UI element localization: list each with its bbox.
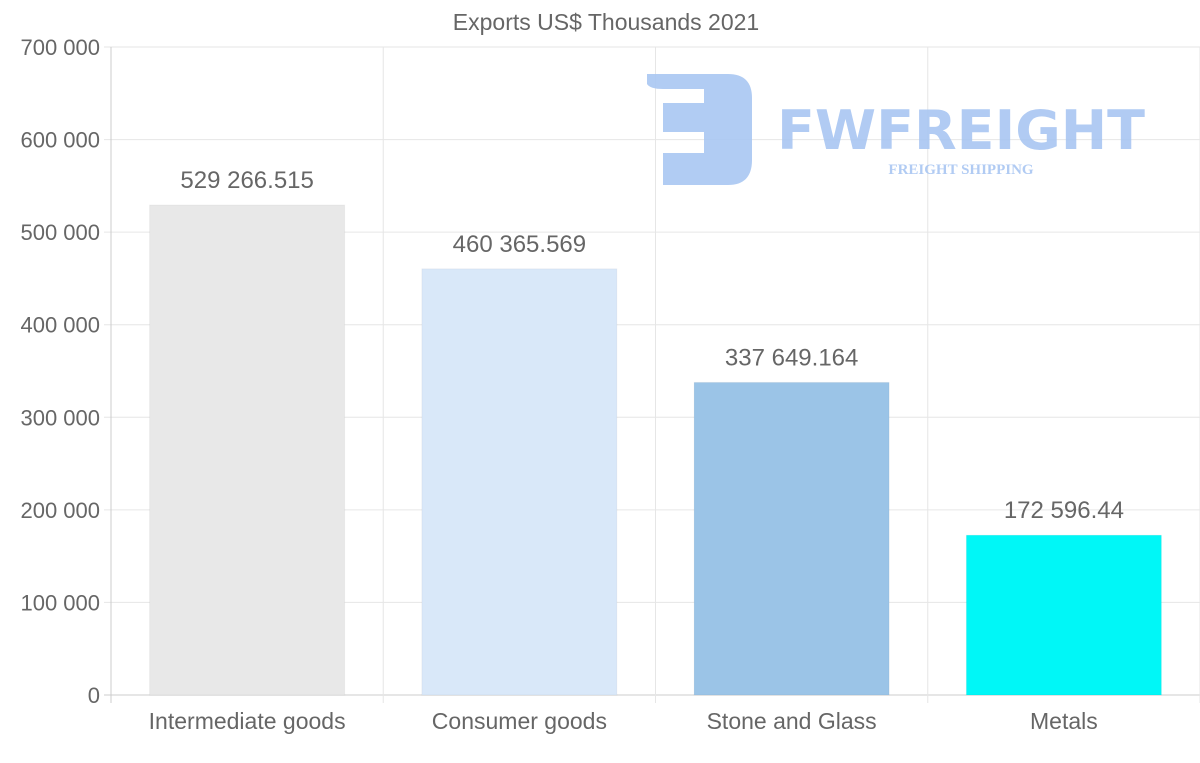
data-label: 172 596.44 bbox=[1004, 497, 1124, 524]
y-tick-label: 500 000 bbox=[20, 220, 100, 245]
bars bbox=[149, 204, 1162, 696]
watermark-name: FWFREIGHT bbox=[777, 99, 1145, 162]
y-tick-label: 700 000 bbox=[20, 35, 100, 60]
x-tick-label: Intermediate goods bbox=[149, 708, 346, 734]
bar-consumer-goods bbox=[421, 268, 618, 696]
y-tick-label: 200 000 bbox=[20, 498, 100, 523]
labels: 0 100 000 200 000 300 000 400 000 500 000 600 … bbox=[20, 35, 1123, 734]
chart-title: Exports US$ Thousands 2021 bbox=[453, 9, 759, 35]
data-label: 460 365.569 bbox=[453, 231, 586, 258]
x-tick-label: Consumer goods bbox=[432, 708, 607, 734]
data-label: 337 649.164 bbox=[725, 344, 858, 371]
bar-stone-and-glass bbox=[693, 381, 890, 696]
y-tick-label: 0 bbox=[88, 683, 100, 708]
y-tick-label: 300 000 bbox=[20, 405, 100, 430]
y-tick-label: 100 000 bbox=[20, 590, 100, 615]
bar-metals bbox=[965, 534, 1162, 696]
y-tick-label: 400 000 bbox=[20, 313, 100, 338]
x-tick-label: Metals bbox=[1030, 708, 1098, 734]
y-tick-label: 600 000 bbox=[20, 128, 100, 153]
logo-mark-icon bbox=[647, 74, 752, 185]
watermark-tagline: FREIGHT SHIPPING bbox=[888, 162, 1033, 178]
data-label: 529 266.515 bbox=[180, 167, 313, 194]
bar-intermediate-goods bbox=[149, 204, 346, 696]
x-tick-label: Stone and Glass bbox=[707, 708, 877, 734]
fwfreight-watermark-logo: FWFREIGHT FREIGHT SHIPPING bbox=[647, 74, 1145, 185]
